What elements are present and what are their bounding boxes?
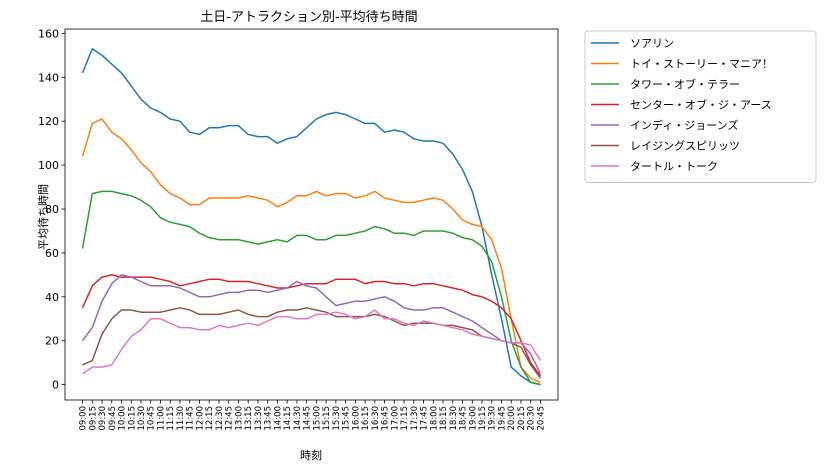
x-tick-label: 19:30 — [488, 406, 498, 431]
x-tick-label: 18:30 — [449, 406, 459, 431]
x-tick-label: 17:30 — [410, 406, 420, 431]
y-axis-ticks: 0 20 40 60 80 100 120 140 160 — [38, 27, 65, 392]
y-axis-label: 平均待ち時間 — [36, 184, 50, 250]
x-tick-label: 18:00 — [429, 406, 439, 431]
x-tick-label: 12:30 — [215, 406, 225, 431]
y-tick-label: 140 — [38, 71, 59, 84]
x-tick-label: 13:00 — [234, 406, 244, 431]
x-tick-label: 16:45 — [381, 406, 391, 431]
x-tick-label: 12:15 — [205, 406, 215, 431]
x-tick-label: 20:15 — [517, 406, 527, 431]
series-line-3 — [81, 190, 541, 386]
legend-label: タートル・トーク — [630, 160, 718, 173]
series-line-5 — [81, 274, 542, 375]
series-line-7 — [82, 309, 542, 375]
x-tick-label: 14:30 — [293, 406, 303, 431]
x-tick-label: 13:45 — [264, 406, 274, 431]
x-tick-label: 15:30 — [332, 406, 342, 431]
x-tick-label: 09:30 — [98, 406, 108, 431]
x-tick-label: 18:15 — [439, 406, 449, 431]
legend-label: トイ・ストーリー・マニア！ — [630, 58, 773, 71]
y-tick-label: 160 — [38, 27, 59, 40]
x-tick-label: 19:00 — [468, 406, 478, 431]
x-tick-label: 20:30 — [527, 406, 537, 431]
y-tick-label: 20 — [45, 335, 59, 348]
y-tick-label: 0 — [52, 379, 59, 392]
x-tick-label: 15:00 — [312, 406, 322, 431]
x-axis-ticks: 09:00 09:15 09:30 09:45 10:00 10:15 10:30 10:45… — [79, 400, 547, 431]
x-tick-label: 15:45 — [342, 406, 352, 431]
legend-label: タワー・オブ・テラー — [630, 77, 740, 91]
x-tick-label: 14:15 — [283, 406, 293, 431]
x-tick-label: 09:45 — [108, 406, 118, 431]
x-tick-label: 14:00 — [273, 406, 283, 431]
x-tick-label: 11:00 — [157, 406, 167, 431]
x-tick-label: 11:30 — [176, 406, 186, 431]
legend-label: センター・オブ・ジ・アース — [630, 98, 772, 112]
x-tick-label: 19:15 — [478, 406, 488, 431]
x-tick-label: 12:45 — [225, 406, 235, 431]
x-tick-label: 19:45 — [498, 406, 508, 431]
x-tick-label: 12:00 — [196, 406, 206, 431]
legend-label: インディ・ジョーンズ — [630, 118, 738, 132]
x-tick-label: 10:15 — [127, 406, 137, 431]
x-tick-label: 13:15 — [244, 406, 254, 431]
x-tick-label: 17:45 — [420, 406, 430, 431]
x-tick-label: 14:45 — [303, 406, 313, 431]
axes-frame — [64, 28, 559, 401]
x-tick-label: 15:15 — [322, 406, 332, 431]
legend-label: レイジングスピリッツ — [630, 139, 740, 153]
x-tick-label: 17:15 — [400, 406, 410, 431]
x-tick-label: 10:45 — [147, 406, 157, 431]
x-tick-label: 09:15 — [88, 406, 98, 431]
x-tick-label: 16:30 — [371, 406, 381, 431]
plot-area — [64, 28, 559, 401]
legend-label: ソアリン — [630, 37, 674, 50]
x-tick-label: 16:15 — [361, 406, 371, 431]
x-tick-label: 11:45 — [186, 406, 196, 431]
x-tick-label: 09:00 — [79, 406, 89, 431]
chart-title: 土日-アトラクション別-平均待ち時間 — [200, 10, 417, 25]
x-tick-label: 17:00 — [390, 406, 400, 431]
x-tick-label: 11:15 — [166, 406, 176, 431]
y-tick-label: 60 — [45, 247, 59, 260]
legend-frame — [584, 30, 817, 183]
x-tick-label: 10:30 — [137, 406, 147, 431]
y-tick-label: 120 — [38, 115, 59, 128]
series-line-4 — [81, 274, 542, 377]
y-tick-label: 100 — [38, 159, 59, 172]
y-tick-label: 80 — [45, 203, 59, 216]
y-tick-label: 40 — [45, 291, 59, 304]
x-tick-label: 13:30 — [254, 406, 264, 431]
x-tick-label: 20:45 — [537, 406, 547, 431]
series-line-1 — [81, 48, 541, 386]
x-tick-label: 10:00 — [118, 406, 128, 431]
x-axis-label: 時刻 — [300, 448, 322, 462]
series-line-2 — [81, 118, 541, 384]
x-tick-label: 18:45 — [459, 406, 469, 431]
x-tick-label: 20:00 — [507, 406, 517, 431]
x-tick-label: 16:00 — [351, 406, 361, 431]
series-line-6 — [82, 307, 542, 379]
